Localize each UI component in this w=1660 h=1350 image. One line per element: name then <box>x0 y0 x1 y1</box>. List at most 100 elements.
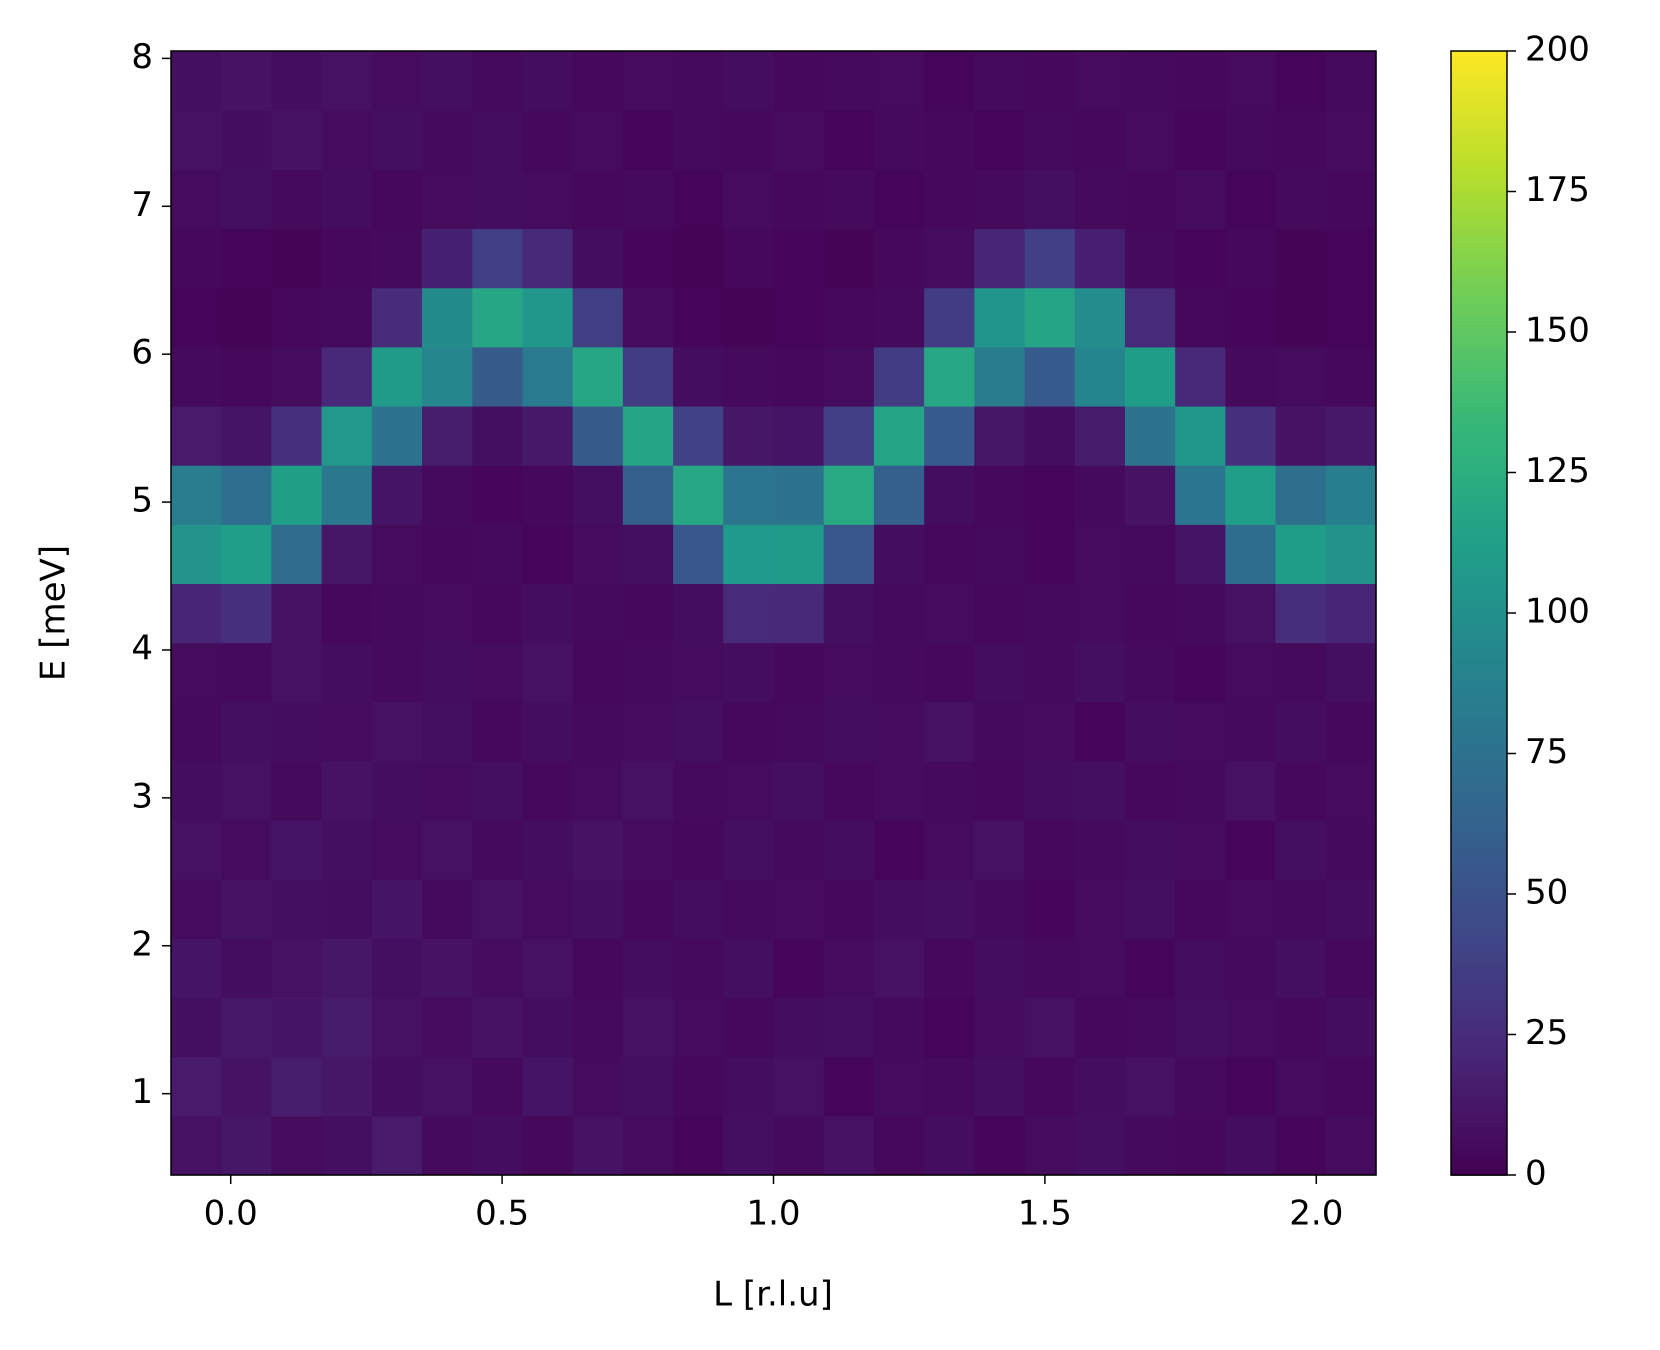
heatmap-cell <box>271 465 323 525</box>
colorbar-segment <box>1451 865 1507 873</box>
colorbar-segment <box>1451 792 1507 800</box>
heatmap-cell <box>221 760 273 821</box>
heatmap-cell <box>1225 51 1277 111</box>
heatmap-cell <box>873 524 925 585</box>
heatmap-cell <box>723 524 775 585</box>
heatmap-cell <box>1124 583 1176 644</box>
heatmap-cell <box>673 228 724 289</box>
heatmap-cell <box>773 405 825 466</box>
heatmap-cell <box>773 169 825 230</box>
heatmap-cell <box>1124 465 1176 525</box>
heatmap-cell <box>924 938 975 999</box>
heatmap-cell <box>1175 820 1226 880</box>
heatmap-cell <box>371 879 423 939</box>
heatmap-cell <box>371 169 423 230</box>
colorbar-segment <box>1451 657 1507 665</box>
heatmap-cell <box>773 465 825 525</box>
heatmap-cell <box>1175 405 1226 466</box>
heatmap-cell <box>622 997 674 1058</box>
colorbar-segment <box>1451 79 1507 86</box>
heatmap-cell <box>321 1056 373 1117</box>
heatmap-cell <box>422 287 473 348</box>
colorbar-segment <box>1451 624 1507 631</box>
colorbar-segment <box>1451 483 1507 491</box>
heatmap-cell <box>522 583 574 644</box>
heatmap-cell <box>1074 405 1126 466</box>
heatmap-cell <box>1175 760 1226 821</box>
heatmap-cell <box>1175 110 1226 170</box>
heatmap-cell <box>924 169 975 230</box>
heatmap-cell <box>522 701 574 762</box>
colorbar-segment <box>1451 1068 1507 1075</box>
heatmap-cell <box>1225 228 1277 289</box>
heatmap-cell <box>673 1056 724 1117</box>
heatmap-cell <box>622 1056 674 1117</box>
heatmap-cell <box>1124 51 1176 111</box>
colorbar-segment <box>1451 236 1507 243</box>
heatmap-cell <box>673 169 724 230</box>
heatmap-cell <box>622 287 674 348</box>
heatmap-cell <box>723 1115 775 1176</box>
heatmap-cell <box>1275 583 1327 644</box>
heatmap-cell <box>522 1115 574 1176</box>
heatmap-cell <box>371 110 423 170</box>
colorbar-segment <box>1451 613 1507 620</box>
heatmap-cell <box>522 1056 574 1117</box>
heatmap-cell <box>422 51 473 111</box>
heatmap-cell <box>1175 346 1226 407</box>
heatmap-cell <box>823 110 875 170</box>
heatmap-cell <box>974 1056 1026 1117</box>
colorbar-segment <box>1451 1124 1507 1131</box>
heatmap-cell <box>723 997 775 1058</box>
heatmap-cell <box>572 938 624 999</box>
heatmap-cell <box>1175 228 1226 289</box>
colorbar-segment <box>1451 556 1507 564</box>
heatmap-cell <box>1175 1056 1226 1117</box>
heatmap-cell <box>472 465 524 525</box>
colorbar-segment <box>1451 112 1507 120</box>
heatmap-cell <box>321 169 373 230</box>
heatmap-cell <box>271 1115 323 1176</box>
colorbar-segment <box>1451 180 1507 187</box>
y-tick-label: 5 <box>131 481 153 521</box>
heatmap-cell <box>422 820 473 880</box>
heatmap-cell <box>321 820 373 880</box>
heatmap-cell <box>1325 701 1377 762</box>
heatmap-cell <box>622 405 674 466</box>
heatmap-cell <box>974 110 1026 170</box>
colorbar-segment <box>1451 882 1507 890</box>
heatmap-cell <box>271 228 323 289</box>
heatmap-cell <box>1124 938 1176 999</box>
colorbar-tick-label: 25 <box>1525 1013 1568 1053</box>
heatmap-cell <box>1325 51 1377 111</box>
heatmap-cell <box>522 169 574 230</box>
heatmap-cell <box>723 938 775 999</box>
heatmap-cell <box>1225 879 1277 939</box>
colorbar-segment <box>1451 230 1507 238</box>
heatmap-cell <box>1074 1115 1126 1176</box>
heatmap-cell <box>673 820 724 880</box>
heatmap-cell <box>873 820 925 880</box>
heatmap-cell <box>1024 760 1076 821</box>
heatmap-cell <box>522 465 574 525</box>
heatmap-cell <box>723 110 775 170</box>
heatmap-cell <box>522 51 574 111</box>
colorbar-segment <box>1451 1073 1507 1081</box>
heatmap-cell <box>924 287 975 348</box>
colorbar-segment <box>1451 731 1507 738</box>
colorbar-segment <box>1451 899 1507 907</box>
heatmap-cell <box>924 820 975 880</box>
heatmap-cell <box>321 405 373 466</box>
colorbar-segment <box>1451 365 1507 373</box>
heatmap-cell <box>371 524 423 585</box>
heatmap-cell <box>1275 287 1327 348</box>
heatmap-cell <box>321 997 373 1058</box>
colorbar-segment <box>1451 826 1507 833</box>
y-tick-label: 2 <box>131 924 153 964</box>
colorbar-segment <box>1451 849 1507 856</box>
heatmap-cell <box>171 405 222 466</box>
colorbar-segment <box>1451 983 1507 991</box>
colorbar-segment <box>1451 1146 1507 1154</box>
heatmap-cell <box>823 228 875 289</box>
heatmap-cell <box>1074 1056 1126 1117</box>
